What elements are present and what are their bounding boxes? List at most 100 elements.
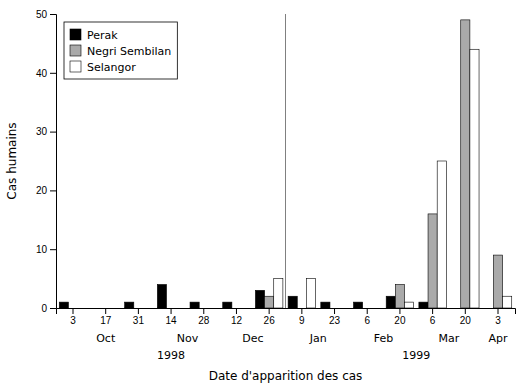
month-label: Oct (96, 332, 116, 345)
month-label: Feb (374, 332, 393, 345)
x-tick: 31 (133, 308, 145, 326)
bar (68, 308, 77, 309)
series (274, 49, 512, 308)
x-tick-label: 3 (495, 315, 501, 326)
y-tick: 40 (36, 68, 56, 79)
x-tick: 12 (231, 308, 243, 326)
y-axis-line (50, 15, 57, 309)
x-tick-mark (498, 308, 499, 314)
x-tick-label: 20 (394, 315, 406, 326)
marks (59, 14, 511, 308)
bar (354, 302, 363, 308)
bar (405, 302, 414, 308)
bar (288, 296, 297, 308)
legend-label: Negri Sembilan (87, 45, 171, 58)
y-tick-mark (50, 308, 56, 309)
x-tick-mark (236, 308, 237, 314)
bar (297, 308, 306, 309)
bar (452, 308, 461, 309)
legend-swatch (70, 45, 81, 56)
bar (437, 161, 446, 308)
y-tick-label: 40 (36, 68, 48, 79)
month-label: Mar (439, 332, 460, 345)
legend-label: Selangor (87, 61, 136, 74)
x-tick: 20 (460, 308, 472, 326)
x-tick: 28 (198, 308, 210, 326)
x-tick: 9 (299, 308, 305, 326)
y-tick-mark (50, 132, 56, 133)
y-tick-label: 30 (36, 126, 48, 137)
x-tick-mark (269, 308, 270, 314)
bar (241, 308, 250, 309)
y-tick-label: 20 (36, 185, 48, 196)
x-tick: 26 (264, 308, 276, 326)
x-tick: 17 (100, 308, 112, 326)
y-tick-mark (50, 73, 56, 74)
x-tick-label: 28 (198, 315, 210, 326)
legend-item: Selangor (70, 61, 136, 74)
x-tick: 23 (329, 308, 341, 326)
x-tick: 3 (70, 308, 76, 326)
y-tick: 0 (41, 303, 56, 314)
bar (167, 308, 176, 309)
x-tick: 6 (364, 308, 370, 326)
month-label: Dec (242, 332, 263, 345)
x-tick: 20 (394, 308, 406, 326)
bar (92, 308, 101, 309)
x-tick-mark (171, 308, 172, 314)
bar (470, 49, 479, 308)
x-axis-title: Date d'apparition des cas (209, 369, 363, 383)
bar (428, 214, 437, 308)
x-tick-mark (334, 308, 335, 314)
bar (274, 279, 283, 308)
bar (339, 308, 348, 309)
y-axis: 0 10 20 30 40 50 (36, 9, 57, 314)
y-tick: 20 (36, 185, 56, 196)
bar (143, 308, 152, 309)
legend-box (64, 22, 177, 79)
y-tick: 30 (36, 126, 56, 137)
series (265, 20, 503, 308)
x-tick-label: 9 (299, 315, 305, 326)
bar (484, 308, 493, 309)
bar (199, 308, 208, 309)
x-tick: 6 (430, 308, 436, 326)
x-tick-mark (432, 308, 433, 314)
bar (503, 296, 512, 308)
y-tick-label: 0 (41, 303, 47, 314)
x-tick-mark (367, 308, 368, 314)
legend-item: Negri Sembilan (70, 45, 171, 58)
bar (110, 308, 119, 309)
bar (461, 20, 470, 308)
y-tick-label: 50 (36, 9, 48, 20)
bar (190, 302, 199, 308)
x-tick-mark (203, 308, 204, 314)
x-tick-label: 12 (231, 315, 243, 326)
bar (306, 279, 315, 308)
bar (330, 308, 339, 309)
x-tick-mark (465, 308, 466, 314)
x-tick-label: 6 (364, 315, 370, 326)
legend: Perak Negri Sembilan Selangor (64, 22, 177, 79)
year-label: 1998 (157, 349, 185, 362)
bar (125, 302, 134, 308)
year-label: 1999 (402, 349, 430, 362)
bar (321, 302, 330, 308)
chart: 3173114281226923620620301020304050OctNov… (0, 0, 531, 390)
bar (176, 308, 185, 309)
bar (101, 308, 110, 309)
y-tick-mark (50, 249, 56, 250)
x-tick-label: 23 (329, 315, 341, 326)
x-tick-label: 17 (100, 315, 112, 326)
bar (395, 284, 404, 308)
bar (493, 255, 502, 308)
bar (59, 302, 68, 308)
x-axis: 31731142812269236206203 (57, 308, 516, 326)
plot: 3173114281226923620620301020304050OctNov… (5, 9, 516, 383)
y-axis-title: Cas humains (5, 122, 19, 199)
legend-item: Perak (70, 29, 118, 42)
legend-swatch (70, 61, 81, 72)
month-label: Apr (488, 332, 508, 345)
month-label: Jan (309, 332, 327, 345)
y-tick: 10 (36, 244, 56, 255)
